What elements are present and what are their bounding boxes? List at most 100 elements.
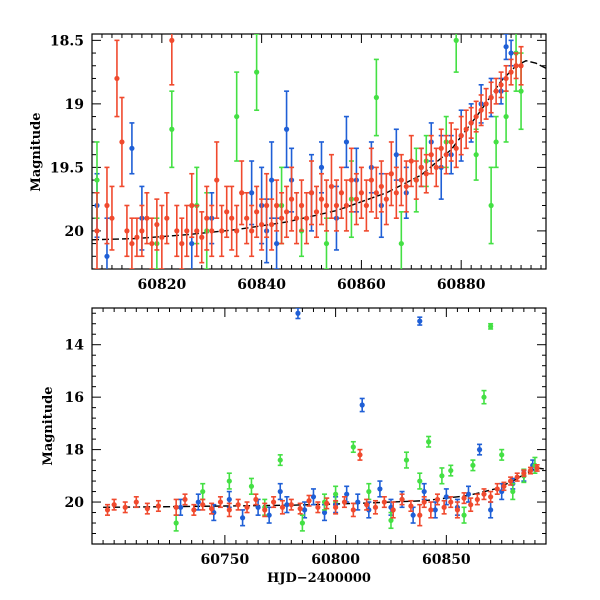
data-point [226,478,232,484]
data-point [372,504,379,510]
data-point [507,478,514,484]
data-point [408,158,414,164]
data-point [219,228,225,234]
data-point [323,202,330,209]
data-point [368,177,374,183]
data-point [303,215,310,221]
data-point [244,215,250,221]
data-point [144,506,150,512]
data-point [350,444,356,450]
data-point [410,512,416,518]
data-point [493,88,499,94]
data-point [204,215,210,221]
data-point [226,507,232,513]
top-panel: 60820 60840 60860 60880 18.5 19 19.5 20 Magnitu… [29,33,547,293]
data-point [403,183,409,190]
data-point [393,152,399,158]
data-point [315,504,321,510]
y-tick-label: 14 [65,338,85,354]
data-point [439,473,445,479]
top-model-curve-layer [92,59,546,241]
data-point [302,507,308,513]
data-point [333,504,339,510]
red-series [94,34,524,269]
data-point [448,499,454,505]
data-point [478,107,484,113]
data-point [310,494,317,500]
bottom-data-points-layer [104,308,540,532]
bottom-axis-ticks: 60750 60800 60850 14 16 18 20 [65,308,547,568]
data-point [169,37,175,43]
data-point [124,228,130,234]
data-point [164,215,170,221]
data-point [278,215,285,221]
data-point [235,502,241,508]
data-point [191,507,197,513]
data-point [194,228,200,234]
data-point [255,504,261,510]
data-point [518,88,524,94]
green-series [173,322,538,532]
data-point [468,502,474,508]
data-point [454,507,461,513]
data-point [264,202,270,209]
data-point [271,499,277,505]
data-point [249,190,255,196]
blue-series [177,308,536,527]
data-point [323,240,330,247]
data-point [234,228,240,234]
data-point [299,520,305,526]
data-point [324,500,330,506]
data-point [350,507,356,513]
data-point [355,499,361,505]
data-point [224,209,230,215]
top-plot-frame [91,33,547,270]
data-point [262,507,268,513]
data-point [461,512,467,518]
data-point [266,512,272,518]
data-point [488,494,494,500]
data-point [493,139,499,145]
data-point [408,503,414,509]
data-point [513,63,519,69]
data-point [498,82,504,88]
data-point [149,240,155,247]
data-point [359,402,365,408]
data-point [295,310,301,316]
data-point [499,452,505,458]
data-point [378,183,384,190]
data-point [249,228,255,234]
data-point [363,202,369,209]
data-point [333,202,340,209]
bottom-plot-frame [91,307,547,545]
data-point [403,457,410,463]
data-point [470,462,476,468]
data-point [279,504,286,510]
data-point [514,474,520,480]
data-point [458,133,464,139]
data-point [488,94,494,101]
data-point [417,512,423,518]
data-point [173,520,179,526]
data-point [293,215,300,221]
y-tick-label: 20 [65,495,85,511]
data-point [503,44,509,50]
data-point [428,152,434,158]
data-point [318,196,325,202]
data-point [481,491,487,497]
data-point [453,37,459,43]
data-point [254,69,260,75]
data-point [277,457,283,463]
data-point [234,113,240,120]
data-point [200,502,206,508]
data-point [195,499,201,505]
data-point [438,145,444,151]
data-point [306,498,312,504]
data-point [443,494,449,500]
bottom-y-axis-title: Magnitude [41,386,56,465]
data-point [104,253,110,259]
data-point [483,101,489,107]
data-point [417,478,423,484]
top-axis-ticks: 60820 60840 60860 60880 18.5 19 19.5 20 [50,33,546,293]
data-point [488,323,494,329]
